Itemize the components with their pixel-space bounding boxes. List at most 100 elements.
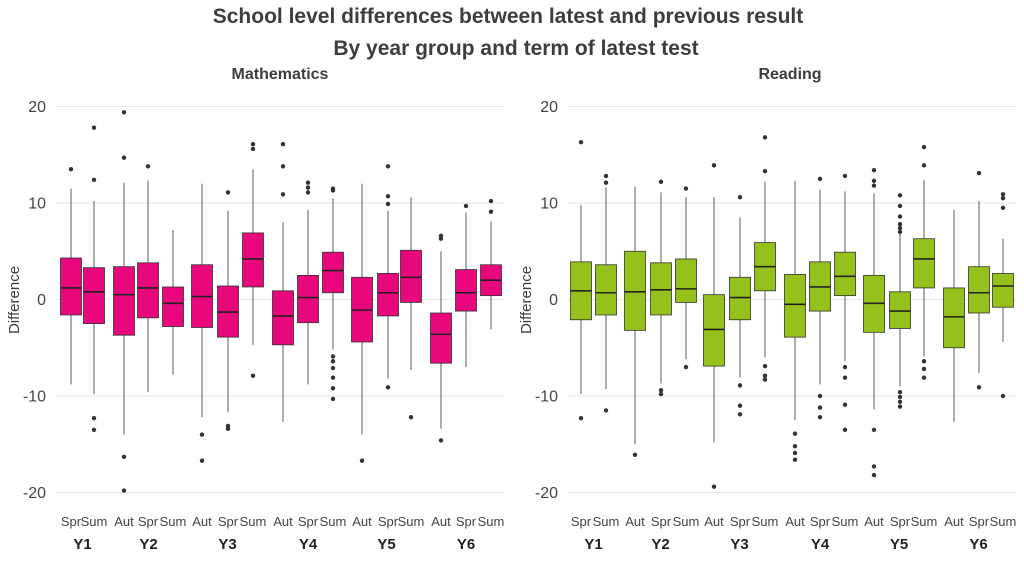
outlier-point	[897, 225, 903, 231]
outlier-point	[683, 364, 689, 370]
x-tick-label: Spr	[969, 514, 990, 529]
iqr-box	[913, 238, 935, 289]
outlier-point	[683, 186, 689, 191]
outlier-point	[737, 383, 743, 388]
box-y5-spr	[889, 193, 911, 409]
year-group-label: Y4	[811, 536, 830, 553]
year-group-label: Y6	[969, 536, 987, 553]
outlier-point	[817, 393, 823, 399]
outlier-point	[438, 438, 444, 443]
iqr-box	[889, 291, 911, 329]
iqr-box	[83, 267, 105, 325]
outlier-point	[632, 452, 638, 458]
y-tick-label: -20	[535, 485, 558, 502]
y-tick-label: 0	[37, 292, 46, 309]
iqr-box	[322, 251, 344, 294]
x-tick-label: Aut	[944, 514, 964, 529]
year-group-label: Y5	[377, 536, 395, 553]
outlier-point	[488, 209, 494, 214]
outlier-point	[280, 164, 286, 169]
outlier-point	[871, 427, 877, 432]
box-y4-spr	[297, 180, 319, 385]
iqr-box	[162, 286, 184, 327]
outlier-point	[897, 394, 903, 400]
outlier-point	[976, 385, 982, 390]
box-y3-sum	[242, 141, 264, 378]
outlier-point	[385, 164, 391, 169]
year-group-label: Y4	[299, 536, 318, 553]
outlier-point	[68, 167, 74, 172]
outlier-point	[250, 373, 256, 378]
outlier-point	[897, 222, 903, 227]
year-group-label: Y5	[890, 536, 908, 553]
box-y4-sum	[834, 173, 856, 432]
x-tick-label: Spr	[651, 514, 672, 529]
box-y3-aut	[191, 183, 213, 463]
iqr-box	[624, 250, 646, 331]
outlier-point	[225, 190, 231, 195]
box-y5-sum	[400, 197, 422, 420]
iqr-box	[113, 266, 135, 336]
outlier-point	[762, 168, 768, 174]
box-y2-spr	[137, 164, 159, 393]
outlier-point	[897, 399, 903, 404]
box-y3-sum	[754, 135, 776, 382]
outlier-point	[385, 194, 391, 199]
outlier-point	[250, 146, 256, 152]
outlier-point	[711, 163, 717, 168]
outlier-point	[280, 192, 286, 197]
y-tick-label: 10	[540, 196, 558, 213]
x-tick-label: Spr	[810, 514, 831, 529]
outlier-point	[330, 386, 336, 391]
x-tick-label: Sum	[673, 514, 700, 529]
outlier-point	[871, 472, 877, 478]
panel-title: Reading	[758, 66, 821, 83]
outlier-point	[842, 364, 848, 370]
x-tick-label: Sum	[160, 514, 187, 529]
iqr-box	[834, 251, 856, 297]
box-y3-aut	[703, 163, 725, 489]
y-tick-label: 20	[540, 99, 558, 116]
x-tick-label: Spr	[378, 514, 399, 529]
y-tick-label: 20	[28, 99, 46, 116]
box-y6-aut	[943, 209, 965, 423]
box-y2-spr	[650, 179, 672, 397]
outlier-point	[842, 375, 848, 380]
outlier-point	[121, 110, 127, 115]
box-y3-spr	[729, 195, 751, 417]
iqr-box	[650, 262, 672, 316]
outlier-point	[737, 195, 743, 200]
outlier-point	[871, 167, 877, 173]
box-y6-spr	[455, 203, 477, 368]
outlier-point	[921, 144, 927, 150]
y-tick-label: -10	[23, 389, 46, 406]
outlier-point	[385, 385, 391, 390]
x-tick-label: Sum	[990, 514, 1017, 529]
outlier-point	[305, 180, 311, 185]
y-tick-label: -10	[535, 389, 558, 406]
outlier-point	[842, 427, 848, 432]
box-y1-spr	[60, 167, 82, 385]
x-tick-label: Aut	[785, 514, 805, 529]
box-y5-sum	[913, 144, 935, 380]
iqr-box	[968, 266, 990, 314]
outlier-point	[711, 484, 717, 489]
outlier-point	[330, 365, 336, 371]
outlier-point	[842, 173, 848, 179]
x-tick-label: Spr	[890, 514, 911, 529]
outlier-point	[737, 412, 743, 417]
outlier-point	[121, 155, 127, 160]
x-tick-label: Sum	[911, 514, 938, 529]
outlier-point	[921, 375, 927, 380]
outlier-point	[897, 203, 903, 209]
outlier-point	[792, 450, 798, 456]
outlier-point	[897, 214, 903, 219]
x-tick-label: Spr	[456, 514, 477, 529]
chart-subtitle: By year group and term of latest test	[333, 37, 698, 60]
outlier-point	[792, 443, 798, 449]
box-y2-sum	[675, 186, 697, 370]
outlier-point	[121, 454, 127, 459]
outlier-point	[280, 141, 286, 147]
